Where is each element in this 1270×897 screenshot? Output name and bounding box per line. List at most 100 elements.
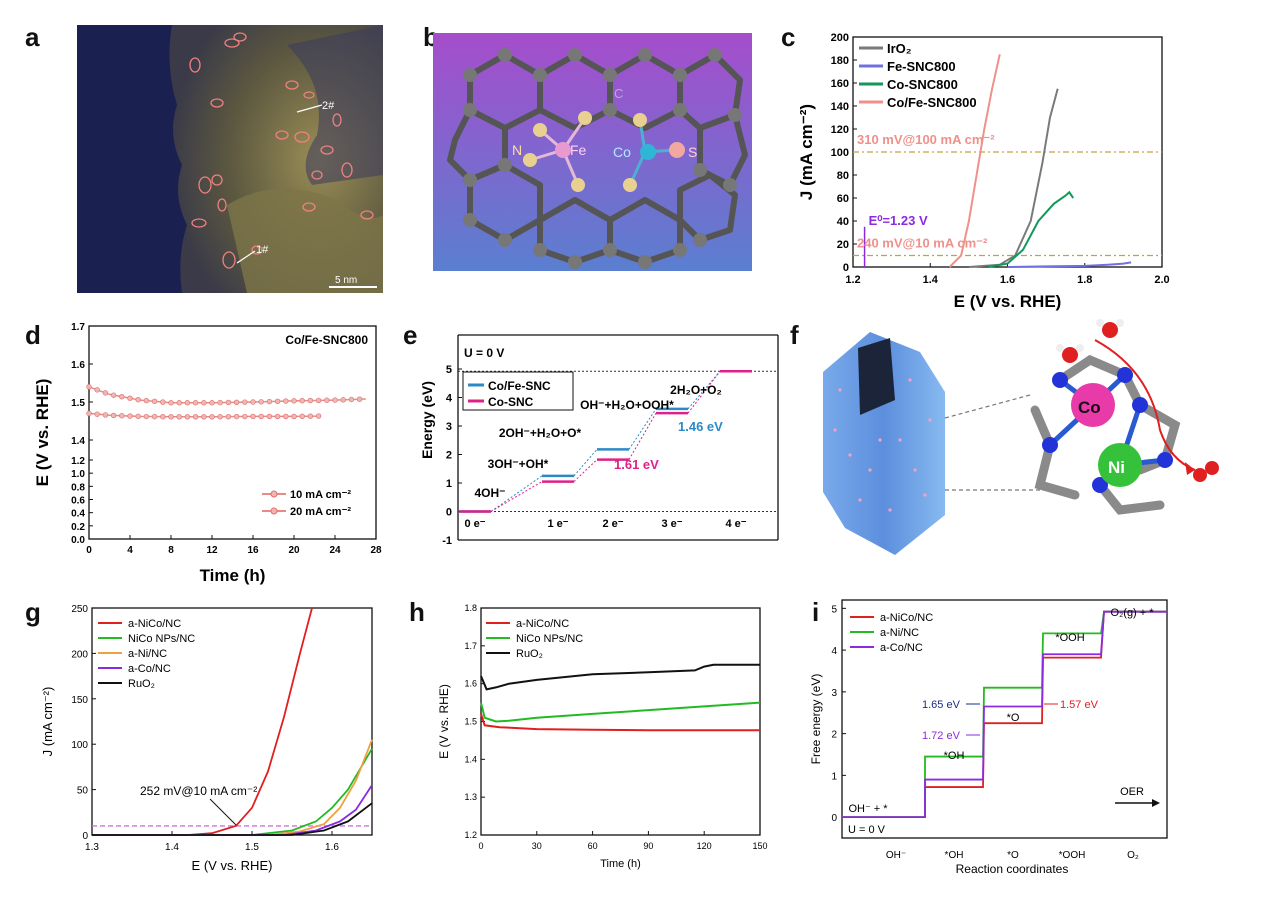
i-oer-arrowhead [1152, 799, 1160, 807]
g-legend-label: RuO₂ [128, 678, 155, 690]
d-marker [233, 413, 240, 420]
d-marker [283, 413, 289, 420]
c-legend-label: Co/Fe-SNC800 [887, 95, 977, 110]
d-marker [127, 395, 133, 401]
d-ytick-label: 1.6 [71, 360, 85, 371]
i-xtick-label: *O [1007, 850, 1019, 861]
g-legend-label: a-NiCo/NC [128, 618, 181, 630]
h-ytick-label: 1.5 [464, 717, 477, 727]
e-ytick-label: 4 [446, 393, 453, 405]
d-xtick-label: 28 [370, 545, 382, 556]
g-xtick-label: 1.3 [85, 842, 99, 853]
i-legend-label: a-Ni/NC [880, 627, 919, 639]
h-xtick-label: 30 [532, 841, 542, 851]
e-legend-label: Co/Fe-SNC [488, 379, 551, 393]
d-marker [225, 413, 232, 420]
d-ytick-label: 0.8 [71, 482, 85, 493]
panel-label-g: g [25, 597, 41, 627]
panel-label-i: i [812, 597, 820, 627]
d-marker [168, 414, 174, 420]
g-xtick-label: 1.6 [325, 842, 339, 853]
d-marker [225, 399, 232, 406]
d-marker [307, 413, 314, 419]
d-marker [102, 412, 109, 418]
d-xtick-label: 24 [329, 545, 341, 556]
d-marker [315, 397, 322, 404]
h-xtick-label: 90 [643, 841, 653, 851]
panel-label-c: c [781, 22, 796, 52]
d-marker [274, 398, 281, 405]
d-marker [143, 413, 150, 420]
d-marker [258, 399, 264, 405]
c-xtick-label: 1.8 [1077, 274, 1092, 286]
panel-label-e: e [403, 320, 418, 350]
d-ytick-label: 1.2 [71, 456, 85, 467]
e-xtick-label: 1 e⁻ [547, 518, 568, 530]
panel-label-h: h [409, 597, 425, 627]
d-marker [201, 400, 207, 406]
h-ytick-label: 1.7 [464, 641, 477, 651]
c-series-2 [988, 190, 1075, 268]
panel-label-d: d [25, 320, 41, 350]
h-xlabel: Time (h) [600, 858, 641, 870]
e-connector [573, 459, 598, 482]
d-marker [94, 411, 100, 417]
stem-marker-1: 1# [256, 244, 269, 256]
h-series-1 [480, 701, 761, 723]
g-xlabel: E (V vs. RHE) [192, 858, 273, 873]
i-ytick-label: 4 [831, 646, 837, 657]
c-xlabel: E (V vs. RHE) [954, 292, 1062, 311]
c-xtick-label: 1.6 [1000, 274, 1015, 286]
i-annot-oer: OER [1120, 786, 1144, 798]
d-marker [299, 398, 305, 404]
d-marker [291, 413, 297, 420]
d-marker [242, 399, 248, 405]
d-marker [160, 414, 166, 420]
e-xtick-label: 2 e⁻ [602, 518, 623, 530]
stem-marker-2: 2# [322, 100, 335, 112]
c-annot-310: 310 mV@100 mA cm⁻² [857, 132, 995, 147]
stem-image: 2# 1# 5 nm [77, 25, 383, 293]
e-xtick-label: 0 e⁻ [464, 518, 485, 530]
c-series-1 [1007, 261, 1132, 268]
i-step-label: OH⁻ + * [848, 803, 888, 815]
d-marker [356, 396, 363, 402]
i-annot-165: 1.65 eV [922, 699, 961, 711]
h-xtick-label: 120 [697, 841, 712, 851]
c-ylabel: J (mA cm⁻²) [797, 104, 816, 200]
c-legend-label: Co-SNC800 [887, 77, 958, 92]
d-title: Co/Fe-SNC800 [285, 333, 368, 347]
g-annot-252: 252 mV@10 mA cm⁻² [140, 784, 257, 798]
d-marker [184, 414, 191, 420]
d-marker [340, 397, 346, 403]
e-step-label: 2H₂O+O₂ [670, 383, 722, 397]
h-legend-label: NiCo NPs/NC [516, 633, 583, 645]
i-xtick-label: O₂ [1127, 850, 1139, 861]
d-marker [250, 399, 256, 405]
c-annot-240: 240 mV@10 mA cm⁻² [857, 236, 988, 251]
i-ytick-label: 3 [831, 688, 837, 699]
d-ytick-label: 1.7 [71, 322, 85, 333]
d-marker [119, 413, 125, 419]
c-xtick-label: 2.0 [1154, 274, 1169, 286]
d-ytick-label: 0.6 [71, 496, 85, 507]
c-ytick-label: 20 [837, 239, 849, 251]
d-xlabel: Time (h) [200, 566, 266, 585]
c-ytick-label: 100 [831, 147, 849, 159]
g-legend-label: a-Ni/NC [128, 648, 167, 660]
d-marker [151, 413, 158, 420]
d-marker [209, 414, 215, 420]
i-ylabel: Free energy (eV) [809, 674, 823, 765]
i-xtick-label: OH⁻ [886, 850, 906, 861]
h-xtick-label: 150 [752, 841, 767, 851]
d-ytick-label: 1.4 [71, 436, 85, 447]
i-xtick-label: *OOH [1059, 850, 1086, 861]
d-marker [299, 413, 305, 420]
e-annot-161: 1.61 eV [614, 457, 659, 472]
d-marker [201, 414, 207, 420]
g-ytick-label: 250 [71, 604, 88, 615]
d-ylabel: E (V vs. RHE) [33, 379, 52, 487]
d-marker [307, 397, 314, 404]
e-xtick-label: 3 e⁻ [661, 518, 682, 530]
d-marker [135, 397, 141, 403]
